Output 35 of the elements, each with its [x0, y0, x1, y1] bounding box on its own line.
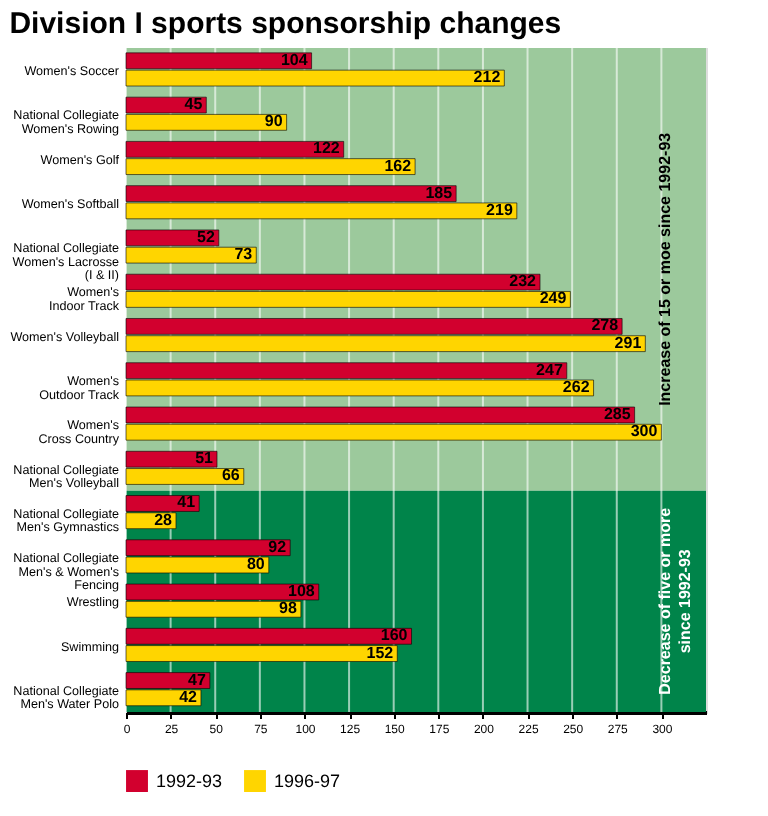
data-label: 41	[177, 493, 197, 512]
data-label: 42	[179, 687, 199, 706]
data-label: 80	[246, 555, 266, 574]
data-label: 92	[268, 537, 288, 556]
data-label: 152	[366, 643, 395, 662]
data-label: 28	[154, 510, 174, 529]
chart-title: Division I sports sponsorship changes	[9, 7, 562, 41]
band-label: Increase of 15 or moe since 1992-93	[656, 131, 674, 406]
data-label: 285	[603, 404, 632, 423]
data-label: 219	[486, 200, 514, 219]
data-label: 51	[195, 449, 215, 468]
data-label: 185	[425, 183, 454, 202]
legend-label: 1992-93	[156, 771, 223, 792]
data-label: 122	[313, 139, 341, 158]
data-label: 108	[288, 582, 316, 601]
data-label: 262	[562, 377, 591, 396]
data-label: 232	[509, 272, 538, 291]
data-label: 52	[196, 227, 216, 246]
data-label: 247	[536, 360, 564, 379]
data-label: 45	[184, 95, 204, 114]
data-label: 104	[280, 50, 309, 69]
data-label: 212	[473, 68, 502, 87]
band-label: Decrease of five or more since 1992-93	[656, 506, 694, 695]
data-label: 66	[221, 466, 241, 485]
data-label: 162	[384, 156, 413, 175]
data-label: 73	[234, 245, 254, 264]
data-label: 98	[279, 599, 298, 618]
data-label: 249	[539, 289, 568, 308]
data-label: 300	[630, 422, 659, 441]
data-label: 160	[380, 626, 409, 645]
data-label: 47	[188, 670, 207, 689]
legend-label: 1996-97	[274, 771, 341, 792]
data-label: 291	[614, 333, 643, 352]
data-label: 278	[591, 316, 620, 335]
data-label: 90	[264, 112, 284, 131]
